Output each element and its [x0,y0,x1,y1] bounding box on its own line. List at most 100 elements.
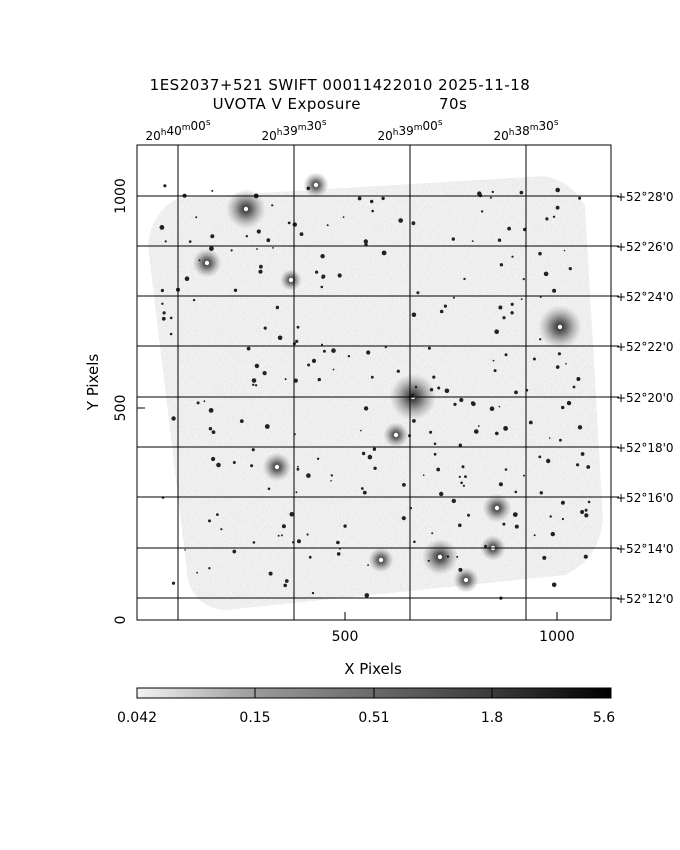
faint-source [497,238,502,242]
faint-source [371,209,375,213]
faint-source [437,386,441,390]
faint-source [208,427,213,431]
faint-source [262,371,267,376]
faint-source [284,579,289,583]
faint-source [308,555,312,559]
faint-source [188,240,192,243]
faint-source [577,425,583,430]
faint-source [272,247,274,249]
faint-source [245,235,248,238]
faint-source [555,187,560,193]
faint-source [451,237,455,241]
faint-source [396,369,400,373]
faint-source [471,240,474,243]
faint-source [555,365,560,369]
source-core [437,554,443,560]
faint-source [296,325,300,329]
faint-source [295,339,299,343]
faint-source [330,474,333,477]
faint-source [216,462,221,468]
faint-source [184,276,190,282]
faint-source [364,242,368,246]
coordinate-grid [137,145,611,620]
faint-source [458,523,462,528]
faint-source [251,378,257,383]
faint-source [169,332,173,336]
faint-source [163,184,167,188]
faint-source [436,467,441,472]
colorbar-label: 5.6 [593,710,615,726]
faint-source [566,400,572,406]
faint-source [411,312,417,318]
colorbar-label: 0.15 [239,710,270,726]
colorbar-label: 0.51 [358,710,389,726]
faint-source [402,483,406,487]
faint-source [363,406,369,411]
faint-source [296,467,300,471]
faint-source [332,368,335,371]
faint-source [458,567,463,572]
y-tick-label: 500 [113,395,129,422]
faint-source [306,186,311,191]
faint-source [315,270,319,274]
faint-source [539,296,542,298]
faint-source [208,567,211,570]
faint-source [545,217,549,221]
faint-source [477,191,482,196]
faint-source [321,343,323,346]
dec-tick-label: +52°12'0 [616,592,674,606]
faint-source [401,516,406,521]
faint-source [331,348,336,353]
dec-tick-label: +52°24'0 [616,290,674,304]
faint-source [439,309,444,314]
faint-source [360,487,364,490]
faint-source [572,385,576,389]
faint-source [460,481,463,485]
faint-source [456,555,459,558]
faint-source [297,539,301,544]
faint-source [160,288,164,293]
faint-source [528,420,533,425]
faint-source [427,346,431,350]
faint-source [169,316,173,320]
faint-source [347,355,351,358]
faint-source [192,298,196,302]
faint-source [357,196,362,201]
faint-source [491,190,494,194]
source-core [274,464,280,470]
exposure-field [148,172,603,610]
y-tick-label: 1000 [113,178,129,214]
faint-source [252,383,255,386]
faint-source [254,363,260,369]
faint-source [208,519,211,523]
faint-source [337,273,342,278]
faint-source [360,429,362,432]
faint-source [287,221,291,225]
source-core [378,557,384,563]
faint-source [271,204,274,207]
dec-tick-label: +52°26'0 [616,240,674,254]
faint-source [543,271,549,277]
faint-source [498,482,503,487]
source-core [393,432,399,438]
faint-source [467,513,470,517]
faint-source [463,277,466,281]
faint-source [326,224,329,227]
faint-source [510,311,514,315]
faint-source [542,555,547,560]
faint-source [433,452,437,456]
dec-tick-labels: +52°28'0 +52°26'0 +52°24'0 +52°22'0 +52°20'0… [616,190,674,606]
faint-source [283,583,288,588]
faint-source [295,491,298,494]
faint-source [230,249,233,252]
faint-source [209,246,214,252]
faint-source [322,349,326,353]
faint-source [398,218,404,223]
faint-source [414,385,418,389]
faint-source [250,464,254,468]
faint-source [484,544,487,548]
faint-source [281,524,286,529]
faint-source [464,475,467,478]
faint-source [489,196,492,199]
